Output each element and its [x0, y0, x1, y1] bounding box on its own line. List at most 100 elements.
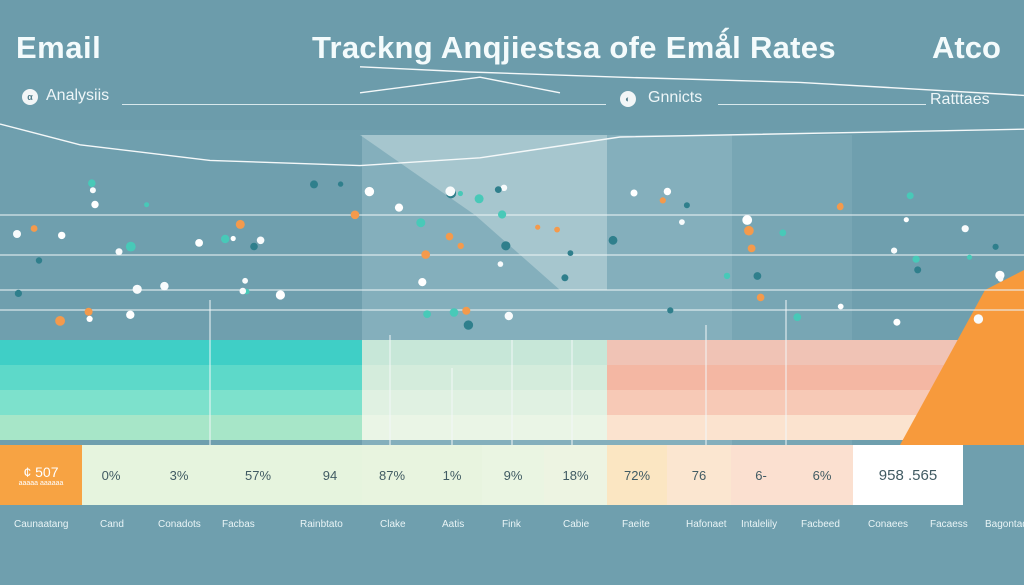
- data-point: [992, 243, 999, 250]
- band-mid-2: [362, 390, 607, 415]
- data-point: [256, 236, 265, 245]
- data-point: [500, 184, 508, 191]
- data-point: [535, 224, 541, 230]
- value-cell: 72%: [607, 445, 667, 505]
- data-point: [837, 303, 844, 310]
- data-point: [84, 307, 93, 316]
- band-0: [0, 340, 362, 365]
- data-point: [230, 235, 236, 242]
- data-point: [457, 242, 464, 250]
- subtitle-divider: [122, 104, 606, 105]
- data-point: [132, 284, 142, 294]
- data-point: [310, 180, 318, 189]
- data-point: [756, 293, 765, 302]
- band-2: [0, 390, 362, 415]
- data-point: [350, 210, 360, 220]
- data-point: [235, 219, 245, 229]
- chart-title: Trackng Anqjiestsa ofe Emǻl Rates: [312, 30, 836, 65]
- data-point: [418, 278, 427, 287]
- data-point: [630, 189, 638, 197]
- data-point: [144, 202, 150, 208]
- data-point: [912, 255, 920, 263]
- data-point: [683, 202, 690, 209]
- value-cell: 18%: [544, 445, 607, 505]
- data-point: [30, 225, 38, 232]
- data-point: [893, 318, 901, 326]
- category-label: Facbeed: [801, 519, 840, 530]
- band-mid-3: [362, 415, 607, 440]
- data-point: [58, 231, 66, 240]
- data-point: [679, 219, 685, 226]
- data-point: [275, 290, 285, 300]
- value-cell: 1%: [422, 445, 482, 505]
- subtitle-metrics: Gnnicts: [648, 89, 703, 106]
- value-cell: 87%: [362, 445, 422, 505]
- data-point: [364, 186, 375, 197]
- data-point: [906, 192, 914, 200]
- value-cell: 57%: [218, 445, 298, 505]
- data-point: [497, 261, 504, 267]
- data-point: [779, 229, 787, 237]
- title-left: Email: [16, 30, 102, 65]
- data-point: [221, 234, 230, 244]
- category-label: Conaees: [868, 519, 909, 530]
- data-point: [394, 203, 404, 212]
- data-point: [115, 248, 123, 256]
- band-1: [0, 365, 362, 390]
- data-point: [55, 316, 65, 326]
- band-mid-1: [362, 365, 607, 390]
- data-point: [14, 289, 22, 297]
- title-right: Atco: [932, 30, 1001, 65]
- category-label: Facbas: [222, 519, 255, 530]
- subtitle-rates: Ratttaes: [930, 91, 990, 108]
- category-label: Caunaatang: [14, 519, 69, 530]
- data-point: [961, 225, 969, 233]
- data-point: [836, 203, 844, 211]
- subtitle-analysis: Analysiis: [46, 87, 110, 104]
- analysis-icon: α: [22, 89, 38, 105]
- category-label: Rainbtato: [300, 519, 343, 530]
- category-label: Fink: [502, 519, 521, 530]
- data-point: [474, 194, 484, 204]
- data-point: [891, 247, 898, 254]
- data-point: [125, 241, 136, 252]
- data-point: [445, 232, 454, 241]
- value-cell: 76: [667, 445, 731, 505]
- light-wedge: [360, 135, 607, 290]
- data-point: [554, 226, 560, 233]
- metrics-icon: ◐: [620, 91, 636, 107]
- data-point: [242, 277, 249, 284]
- data-point: [744, 225, 754, 236]
- data-point: [89, 187, 96, 194]
- data-point: [423, 310, 431, 318]
- data-point: [659, 197, 666, 204]
- value-cell: 958 .565: [853, 445, 963, 505]
- data-point: [966, 254, 973, 260]
- value-cell: 9%: [482, 445, 544, 505]
- data-point: [914, 266, 922, 274]
- header-band: [0, 0, 1024, 130]
- data-point: [91, 200, 99, 209]
- data-point: [494, 186, 502, 194]
- data-point: [753, 272, 762, 280]
- value-cell: 0%: [82, 445, 140, 505]
- subtitle-divider-2: [718, 104, 926, 105]
- category-label: Intalelily: [741, 519, 778, 530]
- data-point: [997, 275, 1004, 282]
- data-point: [160, 281, 169, 291]
- data-point: [35, 257, 43, 264]
- data-point: [449, 308, 459, 317]
- value-cell: 94: [298, 445, 362, 505]
- category-label: Faeite: [622, 519, 650, 530]
- value-cell: 6-: [731, 445, 791, 505]
- data-point: [498, 210, 507, 219]
- data-point: [88, 179, 96, 187]
- data-point: [567, 250, 574, 256]
- data-point: [337, 181, 344, 187]
- data-point: [86, 315, 93, 322]
- value-cell: 6%: [791, 445, 853, 505]
- series-line-1: [359, 66, 1024, 97]
- data-point: [663, 187, 672, 196]
- data-point: [723, 272, 731, 280]
